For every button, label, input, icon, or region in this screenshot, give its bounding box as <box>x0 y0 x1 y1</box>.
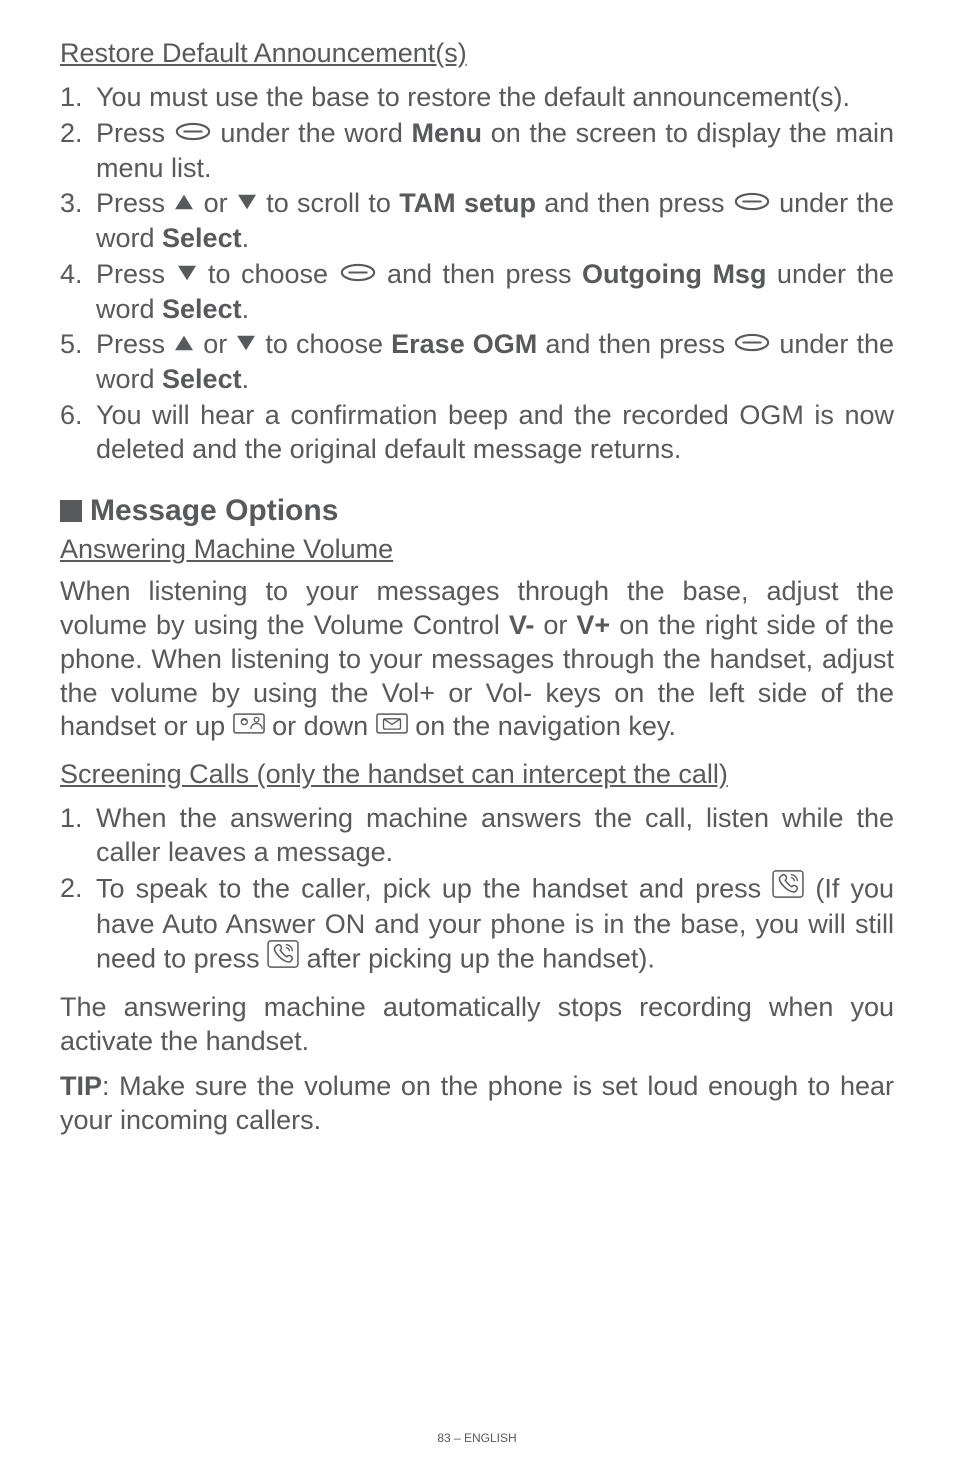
oval-icon <box>733 327 771 361</box>
list-number: 3. <box>60 187 96 256</box>
list-item: 2.To speak to the caller, pick up the ha… <box>60 872 894 979</box>
list-item: 2.Press under the word Menu on the scree… <box>60 117 894 186</box>
section-square-icon <box>60 500 82 522</box>
list-body: Press under the word Menu on the screen … <box>96 117 894 186</box>
screening-para2: The answering machine automatically stop… <box>60 991 894 1059</box>
volume-heading: Answering Machine Volume <box>60 534 894 565</box>
list-item: 3.Press or to scroll to TAM setup and th… <box>60 187 894 256</box>
list-body: Press or to choose Erase OGM and then pr… <box>96 328 894 397</box>
list-body: You must use the base to restore the def… <box>96 81 894 115</box>
list-number: 5. <box>60 328 96 397</box>
tip-paragraph: TIP: Make sure the volume on the phone i… <box>60 1070 894 1138</box>
oval-icon <box>174 116 212 150</box>
section-title: Message Options <box>90 494 338 528</box>
list-number: 1. <box>60 802 96 870</box>
list-body: To speak to the caller, pick up the hand… <box>96 872 894 979</box>
restore-heading: Restore Default Announcement(s) <box>60 38 894 69</box>
restore-list: 1.You must use the base to restore the d… <box>60 81 894 466</box>
section-heading: Message Options <box>60 494 894 528</box>
list-number: 2. <box>60 117 96 186</box>
list-number: 4. <box>60 258 96 327</box>
list-body: Press or to scroll to TAM setup and then… <box>96 187 894 256</box>
list-item: 1.You must use the base to restore the d… <box>60 81 894 115</box>
list-number: 2. <box>60 872 96 979</box>
list-item: 5.Press or to choose Erase OGM and then … <box>60 328 894 397</box>
phone-icon <box>772 870 804 907</box>
tip-body: : Make sure the volume on the phone is s… <box>60 1071 894 1135</box>
list-item: 4.Press to choose and then press Outgoin… <box>60 258 894 327</box>
up-icon <box>173 186 195 220</box>
list-number: 1. <box>60 81 96 115</box>
oval-icon <box>339 257 377 291</box>
down-icon <box>236 186 258 220</box>
down-icon <box>176 257 198 291</box>
list-body: When the answering machine answers the c… <box>96 802 894 870</box>
list-body: Press to choose and then press Outgoing … <box>96 258 894 327</box>
down-icon <box>235 327 257 361</box>
page-footer: 83 – ENGLISH <box>0 1431 954 1445</box>
screening-heading: Screening Calls (only the handset can in… <box>60 759 894 790</box>
nav-down-icon <box>376 709 408 743</box>
list-body: You will hear a confirmation beep and th… <box>96 399 894 467</box>
list-item: 1.When the answering machine answers the… <box>60 802 894 870</box>
list-number: 6. <box>60 399 96 467</box>
phone-icon <box>267 940 299 977</box>
tip-label: TIP <box>60 1071 102 1101</box>
list-item: 6.You will hear a confirmation beep and … <box>60 399 894 467</box>
up-icon <box>173 327 195 361</box>
volume-paragraph: When listening to your messages through … <box>60 575 894 745</box>
screening-list: 1.When the answering machine answers the… <box>60 802 894 979</box>
nav-up-icon <box>233 709 265 743</box>
oval-icon <box>733 186 771 220</box>
